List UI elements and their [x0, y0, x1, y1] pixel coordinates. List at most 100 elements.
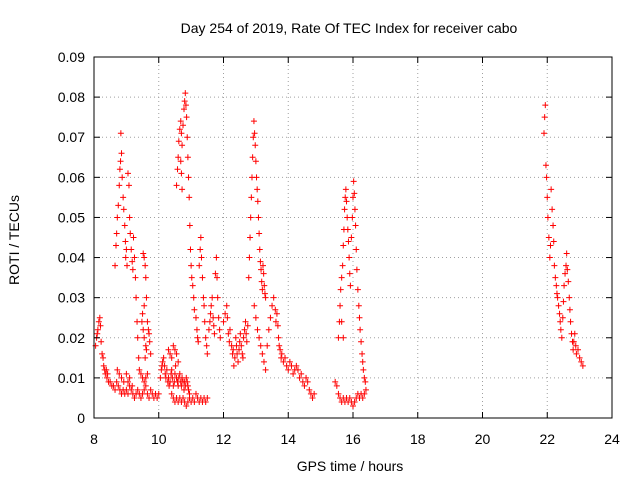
data-point [567, 318, 574, 325]
data-point [355, 302, 362, 309]
data-point [337, 286, 344, 293]
data-point [565, 278, 572, 285]
data-point [189, 282, 196, 289]
data-point [269, 302, 276, 309]
data-point [254, 198, 261, 205]
data-point [188, 262, 195, 269]
data-point [338, 274, 345, 281]
data-point [230, 362, 237, 369]
data-point [350, 178, 357, 185]
data-point [202, 334, 209, 341]
data-point [147, 386, 154, 393]
data-point [236, 338, 243, 345]
data-point [351, 398, 358, 405]
data-point [345, 238, 352, 245]
data-point [243, 330, 250, 337]
data-point [223, 302, 230, 309]
data-point [216, 326, 223, 333]
data-point [121, 222, 128, 229]
data-point [257, 342, 264, 349]
data-point [142, 274, 149, 281]
data-point [205, 326, 212, 333]
data-point [176, 370, 183, 377]
data-point [262, 366, 269, 373]
data-point [571, 330, 578, 337]
data-point [360, 366, 367, 373]
data-point [333, 382, 340, 389]
data-point [165, 346, 172, 353]
data-point [250, 118, 257, 125]
data-point [542, 162, 549, 169]
data-point [179, 186, 186, 193]
data-point [244, 322, 251, 329]
data-point [248, 194, 255, 201]
data-point [566, 294, 573, 301]
data-point [220, 318, 227, 325]
data-point [258, 266, 265, 273]
data-point [96, 314, 103, 321]
y-tick-label: 0 [77, 410, 85, 426]
data-point [286, 358, 293, 365]
data-point [159, 358, 166, 365]
y-tick-label: 0.01 [58, 370, 85, 386]
data-point [282, 354, 289, 361]
data-point [143, 294, 150, 301]
data-point [570, 338, 577, 345]
data-point [123, 370, 130, 377]
x-tick-labels: 8 10 12 14 16 18 20 22 24 [90, 431, 620, 447]
data-point [252, 314, 259, 321]
data-point [273, 310, 280, 317]
data-point [275, 334, 282, 341]
data-point [195, 338, 202, 345]
data-point [349, 214, 356, 221]
data-point [128, 246, 135, 253]
x-tick-label: 18 [410, 431, 426, 447]
data-point [185, 174, 192, 181]
data-point [119, 174, 126, 181]
y-tick-label: 0.04 [58, 250, 85, 266]
data-point [175, 154, 182, 161]
data-point [197, 246, 204, 253]
data-point [179, 142, 186, 149]
data-point [553, 282, 560, 289]
data-point [154, 394, 161, 401]
data-point [253, 174, 260, 181]
data-point [186, 222, 193, 229]
data-point [346, 254, 353, 261]
data-point [237, 330, 244, 337]
data-point [124, 170, 131, 177]
data-point [235, 358, 242, 365]
data-point [170, 342, 177, 349]
data-point [352, 222, 359, 229]
x-tick-label: 20 [475, 431, 491, 447]
data-point [193, 326, 200, 333]
data-point [351, 190, 358, 197]
data-point [97, 322, 104, 329]
data-point [141, 254, 148, 261]
data-point [278, 350, 285, 357]
data-points [92, 90, 586, 409]
data-point [98, 338, 105, 345]
data-point [182, 90, 189, 97]
data-point [258, 278, 265, 285]
data-point [120, 194, 127, 201]
data-point [344, 226, 351, 233]
data-point [254, 326, 261, 333]
data-point [564, 266, 571, 273]
data-point [261, 290, 268, 297]
data-point [280, 358, 287, 365]
y-tick-label: 0.08 [58, 89, 85, 105]
data-point [358, 338, 365, 345]
data-point [215, 314, 222, 321]
data-point [342, 186, 349, 193]
data-point [359, 394, 366, 401]
data-point [117, 158, 124, 165]
data-point [184, 134, 191, 141]
data-point [303, 374, 310, 381]
data-point [559, 314, 566, 321]
data-point [176, 126, 183, 133]
data-point [185, 386, 192, 393]
data-point [579, 362, 586, 369]
